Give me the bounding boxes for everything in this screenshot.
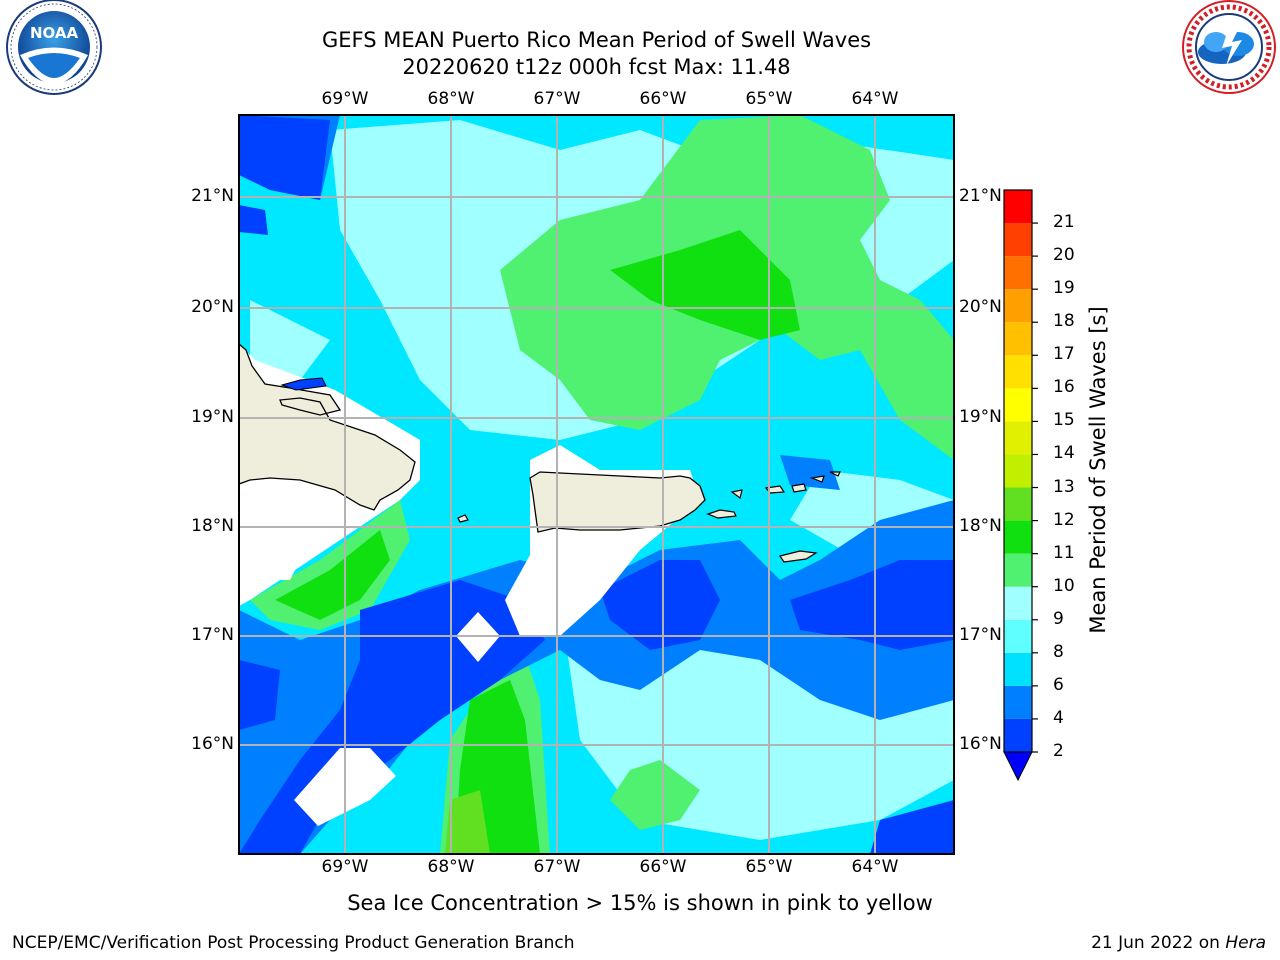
colorbar-tick-label: 8 — [1053, 641, 1064, 662]
map-frame — [238, 114, 955, 855]
lon-label-bottom: 64°W — [851, 857, 899, 877]
lat-label-left: 21°N — [191, 186, 234, 206]
colorbar-tick-label: 14 — [1053, 443, 1075, 464]
lon-label-bottom: 65°W — [745, 857, 793, 877]
colorbar-tick-label: 17 — [1053, 344, 1075, 365]
lon-label-top: 68°W — [427, 89, 475, 109]
lon-label-top: 64°W — [851, 89, 899, 109]
lon-label-bottom: 67°W — [533, 857, 581, 877]
colorbar-tick-label: 12 — [1053, 509, 1075, 530]
lat-label-left: 16°N — [191, 734, 234, 754]
colorbar-tick-label: 19 — [1053, 278, 1075, 299]
lon-label-top: 69°W — [321, 89, 369, 109]
lat-label-left: 20°N — [191, 297, 234, 317]
footer-date: 21 Jun 2022 on Hera — [1091, 933, 1266, 953]
colorbar-tick-label: 11 — [1053, 542, 1075, 563]
colorbar-title: Mean Period of Swell Waves [s] — [1086, 306, 1110, 634]
lat-label-right: 20°N — [959, 297, 1002, 317]
forecast-subtitle: 20220620 t12z 000h fcst Max: 11.48 — [402, 55, 791, 79]
nws-logo-icon — [1182, 0, 1276, 94]
lat-label-right: 16°N — [959, 734, 1002, 754]
lat-label-right: 17°N — [959, 625, 1002, 645]
colorbar-tick-label: 4 — [1053, 707, 1064, 728]
colorbar-tick-label: 16 — [1053, 377, 1075, 398]
lat-label-left: 19°N — [191, 407, 234, 427]
lat-label-left: 18°N — [191, 516, 234, 536]
colorbar-tick-label: 13 — [1053, 476, 1075, 497]
colorbar-tick-label: 6 — [1053, 674, 1064, 695]
map-gridlines — [239, 115, 954, 854]
lon-label-top: 67°W — [533, 89, 581, 109]
footer-host: Hera — [1225, 933, 1266, 953]
colorbar-tick-label: 2 — [1053, 741, 1064, 761]
lon-label-bottom: 68°W — [427, 857, 475, 877]
colorbar-tick-label: 18 — [1053, 311, 1075, 332]
colorbar-tick-label: 21 — [1053, 212, 1075, 233]
lat-label-right: 21°N — [959, 186, 1002, 206]
colorbar-tick-label: 20 — [1053, 245, 1075, 266]
map-title: GEFS MEAN Puerto Rico Mean Period of Swe… — [321, 28, 872, 52]
colorbar-tick-label: 10 — [1053, 575, 1075, 596]
lon-label-top: 65°W — [745, 89, 793, 109]
lon-label-bottom: 69°W — [321, 857, 369, 877]
land-puerto-rico — [529, 471, 706, 533]
lon-label-top: 66°W — [639, 89, 687, 109]
lat-label-right: 18°N — [959, 516, 1002, 536]
footer-credit: NCEP/EMC/Verification Post Processing Pr… — [12, 933, 575, 953]
swell-period-field — [239, 115, 954, 854]
colorbar-tick-label: 15 — [1053, 410, 1075, 431]
lat-label-left: 17°N — [191, 625, 234, 645]
noaa-logo-text: NOAA — [30, 24, 79, 42]
lat-label-right: 19°N — [959, 407, 1002, 427]
noaa-logo-icon: NOAA — [6, 0, 102, 95]
land-hispaniola — [239, 343, 416, 511]
lon-label-bottom: 66°W — [639, 857, 687, 877]
colorbar-tick-label: 9 — [1053, 608, 1064, 629]
sea-ice-note: Sea Ice Concentration > 15% is shown in … — [347, 891, 933, 915]
footer-date-text: 21 Jun 2022 on — [1091, 933, 1226, 953]
